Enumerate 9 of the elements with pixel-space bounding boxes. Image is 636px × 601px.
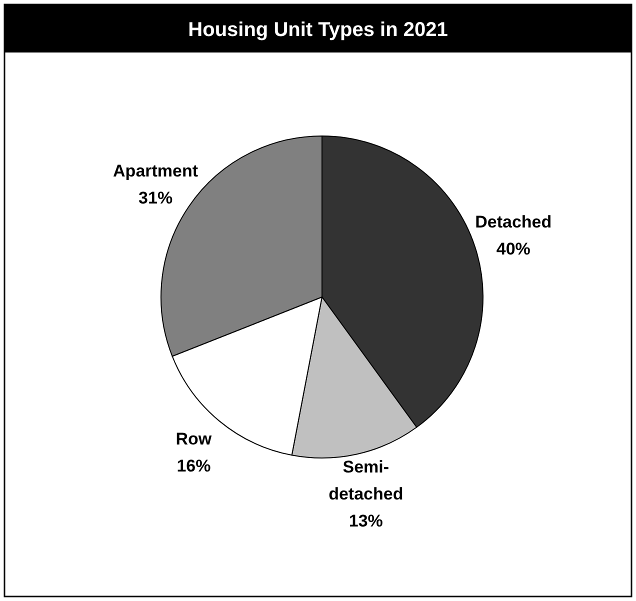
data-label: 40%	[496, 239, 530, 258]
slice-label: Semi-detached	[328, 457, 404, 504]
data-label: 31%	[138, 188, 173, 208]
slice-label: Detached	[475, 212, 552, 232]
data-label: 16%	[176, 456, 211, 476]
chart-title: Housing Unit Types in 2021	[188, 19, 448, 41]
slice-label: Row	[176, 430, 212, 449]
slice-label: Apartment	[113, 161, 198, 180]
data-label: 13%	[348, 511, 383, 530]
